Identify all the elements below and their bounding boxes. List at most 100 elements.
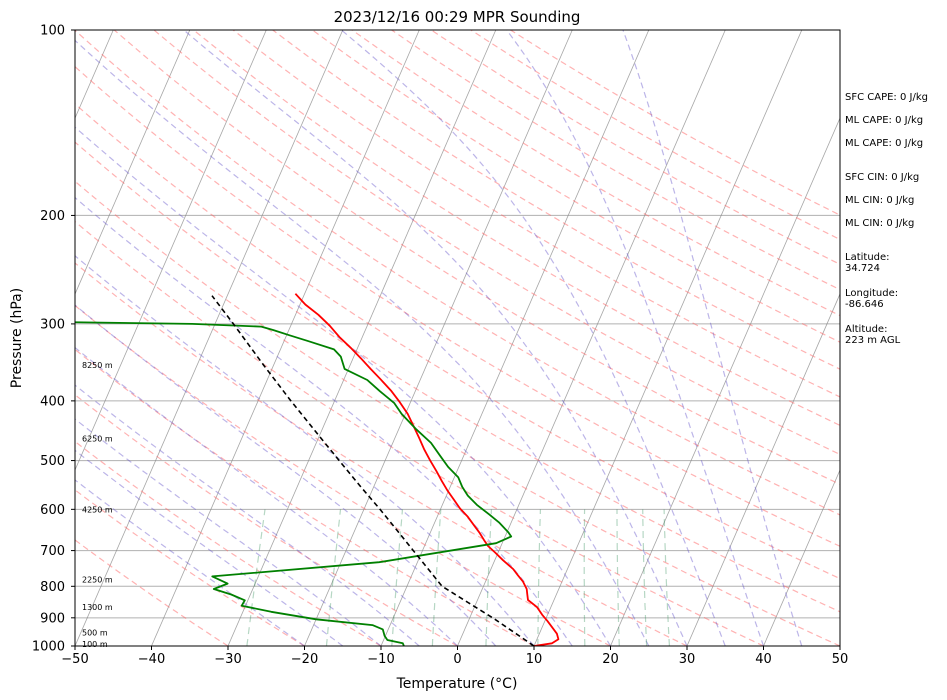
longitude-value: -86.646	[845, 299, 884, 310]
mixing-ratio-line	[391, 509, 404, 646]
y-axis-title: Pressure (hPa)	[9, 288, 25, 388]
y-axis: 1000 900 800 700 600 500 400 300 200 100	[32, 24, 75, 655]
x-tick-label: −10	[367, 652, 394, 667]
latitude-label: Latitude:	[845, 252, 890, 263]
x-tick-label: −20	[291, 652, 318, 667]
x-tick-label: −50	[61, 652, 88, 667]
isotherm-line	[151, 30, 420, 646]
moist-adiabat-line	[183, 30, 688, 646]
x-axis: −50 −40 −30 −20 −10 0 10 20 30 40 50	[61, 646, 848, 667]
moist-adiabat-line	[75, 304, 497, 646]
mixing-ratio-line	[485, 509, 492, 646]
moist-adiabat-line	[506, 30, 765, 646]
altitude-value: 223 m AGL	[845, 335, 901, 346]
dry-adiabat-line	[351, 30, 840, 317]
x-tick-label: 50	[832, 652, 849, 667]
y-tick-label: 600	[40, 503, 65, 518]
dry-adiabat-line	[75, 348, 535, 646]
sfc-cape-text: SFC CAPE: 0 J/kg	[845, 92, 928, 103]
y-tick-label: 800	[40, 580, 65, 595]
dry-adiabat-line	[312, 30, 840, 343]
dry-adiabat-line	[75, 65, 840, 547]
moist-adiabat-line	[75, 384, 420, 646]
mixing-ratio-line	[431, 509, 442, 646]
background-lines	[75, 30, 840, 646]
x-tick-label: 10	[526, 652, 543, 667]
dry-adiabat-line	[75, 30, 840, 516]
dry-adiabat-line	[75, 539, 229, 646]
height-label: 6250 m	[82, 434, 113, 443]
isotherm-line	[380, 30, 650, 646]
parcel-path-line	[211, 295, 535, 646]
moist-adiabat-line	[622, 30, 803, 646]
x-tick-label: 0	[453, 652, 461, 667]
sfc-cin-text: SFC CIN: 0 J/kg	[845, 172, 920, 183]
dry-adiabat-line	[75, 394, 458, 646]
isotherm-line	[533, 30, 803, 646]
x-tick-label: 30	[679, 652, 696, 667]
ml-cin-text: ML CIN: 0 J/kg	[845, 195, 915, 206]
y-tick-label: 200	[40, 209, 65, 224]
moist-adiabat-line	[75, 346, 458, 646]
dry-adiabat-line	[75, 220, 764, 646]
moist-adiabat-line	[75, 39, 650, 646]
latitude-value: 34.724	[845, 263, 880, 274]
y-tick-label: 100	[40, 24, 65, 39]
height-label: 8250 m	[82, 361, 113, 370]
height-labels: 100 m 500 m 1300 m 2250 m 4250 m 6250 m 8250 m	[82, 361, 113, 649]
ml-cape-text: ML CAPE: 0 J/kg	[845, 115, 924, 126]
mixing-ratio-line	[325, 509, 342, 646]
isotherm-line	[75, 30, 344, 646]
y-tick-label: 900	[40, 611, 65, 626]
mixing-ratio-line	[537, 509, 541, 646]
y-tick-label: 500	[40, 454, 65, 469]
stats-panel: SFC CAPE: 0 J/kg ML CAPE: 0 J/kg ML CAPE…	[845, 92, 945, 346]
dewpoint-profile-line	[75, 321, 513, 646]
dry-adiabat-line	[113, 30, 840, 485]
mixing-ratio-line	[663, 509, 670, 646]
dry-adiabat-line	[75, 304, 611, 646]
dry-adiabat-line	[75, 103, 840, 580]
mixing-ratio-line	[616, 509, 620, 646]
altitude-label: Altitude:	[845, 324, 888, 335]
longitude-label: Longitude:	[845, 288, 899, 299]
isotherm-line	[75, 30, 191, 296]
height-label: 500 m	[82, 628, 108, 637]
moist-adiabat-line	[75, 196, 573, 646]
x-tick-label: 20	[602, 652, 619, 667]
height-label: 1300 m	[82, 603, 113, 612]
height-label: 2250 m	[82, 576, 113, 585]
moist-adiabat-line	[75, 418, 382, 646]
height-label: 100 m	[82, 640, 108, 649]
y-tick-label: 700	[40, 544, 65, 559]
moist-adiabat-line	[75, 255, 535, 646]
dry-adiabat-line	[153, 30, 840, 456]
y-tick-label: 300	[40, 317, 65, 332]
data-lines	[75, 293, 560, 646]
x-tick-label: 40	[755, 652, 772, 667]
ml-cin-text-2: ML CIN: 0 J/kg	[845, 218, 915, 229]
isotherm-line	[763, 469, 840, 646]
moist-adiabat-line	[75, 126, 612, 646]
temperature-profile-line	[294, 293, 560, 646]
x-axis-title: Temperature (°C)	[396, 676, 518, 692]
dry-adiabat-line	[75, 262, 688, 646]
dry-adiabat-line	[75, 141, 840, 613]
dry-adiabat-line	[75, 489, 305, 646]
x-tick-label: −40	[138, 652, 165, 667]
isotherm-line	[610, 117, 840, 646]
isotherm-line	[304, 30, 573, 646]
mixing-ratio-line	[246, 509, 266, 646]
isotherm-line	[75, 30, 267, 472]
y-tick-label: 400	[40, 394, 65, 409]
plot-frame	[74, 29, 841, 647]
moist-adiabat-line	[341, 30, 726, 646]
mixing-ratio-line	[642, 509, 648, 646]
isotherm-line	[227, 30, 497, 646]
y-tick-label: 1000	[32, 640, 65, 655]
dry-adiabat-line	[75, 440, 382, 646]
x-tick-label: −30	[214, 652, 241, 667]
dry-adiabat-line	[193, 30, 840, 427]
dry-adiabat-line	[75, 180, 840, 646]
